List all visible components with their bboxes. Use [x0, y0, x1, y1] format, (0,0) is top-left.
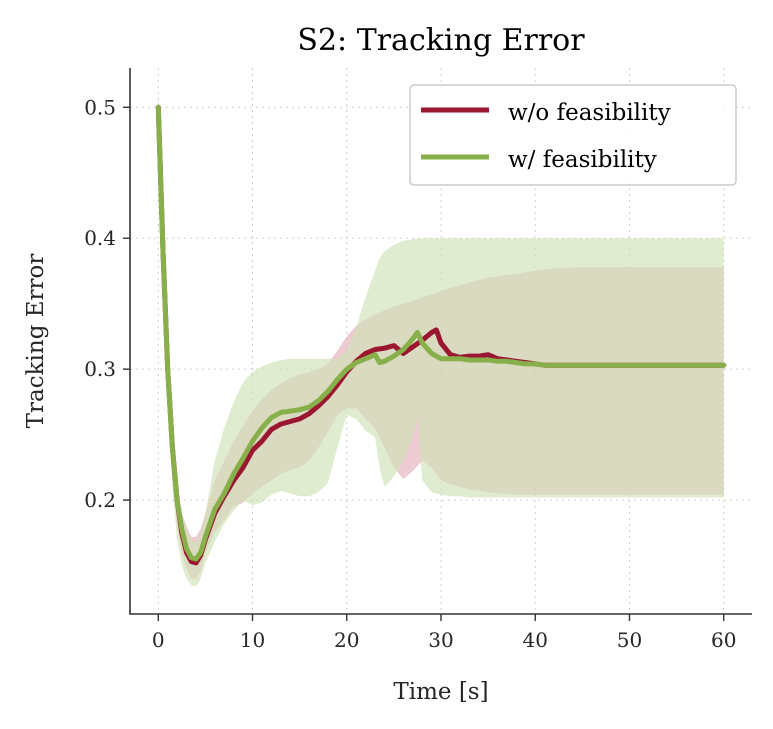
- line-w-feasibility: [155, 104, 727, 562]
- series-lines: [155, 104, 727, 566]
- y-axis-ticks: 0.2 0.3 0.4 0.5: [84, 95, 130, 512]
- x-tick-label: 20: [334, 628, 359, 652]
- y-tick-label: 0.3: [84, 357, 116, 381]
- legend-box: [409, 84, 737, 186]
- y-tick-label: 0.4: [84, 226, 116, 250]
- x-axis-label: Time [s]: [393, 679, 488, 705]
- x-tick-label: 30: [428, 628, 453, 652]
- x-tick-label: 60: [711, 628, 736, 652]
- y-tick-label: 0.5: [84, 95, 116, 119]
- x-tick-label: 10: [240, 628, 265, 652]
- x-tick-label: 40: [523, 628, 548, 652]
- legend-label-w-feasibility: w/ feasibility: [508, 147, 657, 173]
- x-tick-label: 50: [617, 628, 642, 652]
- axis-spines: [129, 68, 752, 615]
- legend-label-wo-feasibility: w/o feasibility: [508, 100, 671, 126]
- chart-title: S2: Tracking Error: [297, 23, 585, 58]
- x-axis-ticks: 0 10 20 30 40 50 60: [152, 614, 736, 652]
- x-tick-label: 0: [152, 628, 165, 652]
- y-tick-label: 0.2: [84, 488, 116, 512]
- y-axis-label: Tracking Error: [23, 254, 49, 429]
- legend: w/o feasibility w/ feasibility: [409, 84, 737, 186]
